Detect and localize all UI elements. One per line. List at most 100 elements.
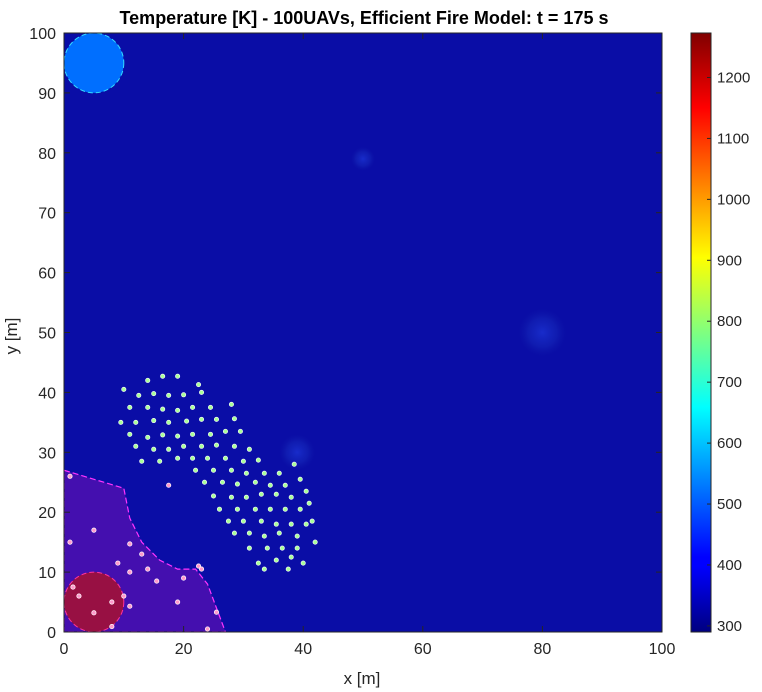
uav-marker xyxy=(136,392,142,398)
uav-marker xyxy=(166,419,172,425)
colorbar-tick-label: 600 xyxy=(717,435,742,452)
uav-marker xyxy=(288,554,294,560)
uav-marker xyxy=(276,530,282,536)
uav-marker xyxy=(237,428,243,434)
uav-marker xyxy=(184,418,190,424)
colorbar-tick-label: 1200 xyxy=(717,69,750,86)
uav-marker xyxy=(193,467,199,473)
uav-marker xyxy=(285,566,291,572)
faint-heat-spot xyxy=(351,146,375,171)
y-tick-label: 30 xyxy=(38,445,56,462)
colorbar-tick-label: 300 xyxy=(717,618,742,635)
uav-marker-burnt xyxy=(166,482,172,488)
y-axis: 0 10 20 30 40 50 60 70 80 90 100 xyxy=(29,26,662,642)
uav-marker-burnt xyxy=(76,593,82,599)
uav-marker xyxy=(258,518,264,524)
uav-marker-burnt xyxy=(127,541,133,547)
x-tick-label: 40 xyxy=(294,641,312,658)
uav-marker xyxy=(303,521,309,527)
uav-marker xyxy=(145,404,151,410)
uav-marker xyxy=(133,419,139,425)
uav-marker xyxy=(151,418,157,424)
uav-marker xyxy=(118,419,124,425)
uav-marker xyxy=(190,404,196,410)
y-tick-label: 50 xyxy=(38,326,56,343)
y-tick-label: 0 xyxy=(47,625,56,642)
uav-marker xyxy=(225,518,231,524)
uav-marker xyxy=(231,443,237,449)
uav-marker xyxy=(175,373,181,379)
y-tick-label: 70 xyxy=(38,206,56,223)
faint-heat-spot xyxy=(279,434,316,471)
uav-marker-burnt xyxy=(115,560,121,566)
uav-marker xyxy=(196,382,202,388)
uav-marker xyxy=(255,560,261,566)
uav-marker xyxy=(228,401,234,407)
y-tick-label: 40 xyxy=(38,385,56,402)
hot-spots xyxy=(64,33,125,632)
y-tick-label: 90 xyxy=(38,86,56,103)
uav-marker xyxy=(240,458,246,464)
uav-marker-burnt xyxy=(175,599,181,605)
uav-marker xyxy=(246,446,252,452)
x-axis: 0 20 40 60 80 100 xyxy=(60,33,675,658)
uav-marker xyxy=(121,386,127,392)
uav-marker xyxy=(261,470,267,476)
uav-marker xyxy=(190,455,196,461)
uav-marker xyxy=(160,373,166,379)
chart-title: Temperature [K] - 100UAVs, Efficient Fir… xyxy=(120,8,609,28)
uav-marker xyxy=(145,377,151,383)
x-axis-label: x [m] xyxy=(344,669,381,688)
uav-marker xyxy=(300,560,306,566)
uav-marker xyxy=(175,455,181,461)
uav-marker-burnt xyxy=(127,569,133,575)
uav-marker xyxy=(246,545,252,551)
x-tick-label: 80 xyxy=(534,641,552,658)
y-axis-label: y [m] xyxy=(2,318,21,355)
uav-marker xyxy=(276,470,282,476)
uav-marker xyxy=(231,416,237,422)
uav-markers-burnt-region xyxy=(67,473,220,632)
uav-marker xyxy=(181,392,187,398)
uav-marker xyxy=(199,443,205,449)
uav-marker-burnt xyxy=(121,593,127,599)
colorbar-tick-label: 800 xyxy=(717,313,742,330)
uav-marker xyxy=(288,521,294,527)
uav-marker xyxy=(202,479,208,485)
x-tick-label: 0 xyxy=(60,641,69,658)
uav-marker-burnt xyxy=(154,578,160,584)
y-tick-label: 20 xyxy=(38,505,56,522)
x-tick-label: 20 xyxy=(175,641,193,658)
uav-marker xyxy=(243,470,249,476)
colorbar-tick-label: 900 xyxy=(717,252,742,269)
uav-marker xyxy=(252,479,258,485)
uav-marker xyxy=(240,518,246,524)
uav-marker xyxy=(282,482,288,488)
uav-marker xyxy=(205,455,211,461)
uav-marker xyxy=(273,521,279,527)
uav-marker xyxy=(213,416,219,422)
uav-marker xyxy=(190,431,196,437)
uav-marker xyxy=(261,566,267,572)
uav-marker xyxy=(297,476,303,482)
uav-marker xyxy=(267,506,273,512)
uav-marker xyxy=(151,446,157,452)
uav-marker xyxy=(231,530,237,536)
uav-marker xyxy=(261,533,267,539)
uav-marker-burnt xyxy=(139,551,145,557)
uav-marker xyxy=(228,494,234,500)
uav-marker xyxy=(303,488,309,494)
colorbar-tick-label: 400 xyxy=(717,557,742,574)
uav-marker xyxy=(264,545,270,551)
uav-marker xyxy=(234,481,240,487)
uav-marker-burnt xyxy=(67,473,73,479)
faint-heat-spots xyxy=(279,146,567,471)
plot-area xyxy=(64,33,662,632)
uav-marker xyxy=(127,404,133,410)
uav-marker xyxy=(234,506,240,512)
uav-marker xyxy=(273,491,279,497)
colorbar-tick-label: 1100 xyxy=(717,130,749,147)
uav-marker xyxy=(175,433,181,439)
uav-marker xyxy=(306,500,312,506)
uav-marker xyxy=(228,467,234,473)
